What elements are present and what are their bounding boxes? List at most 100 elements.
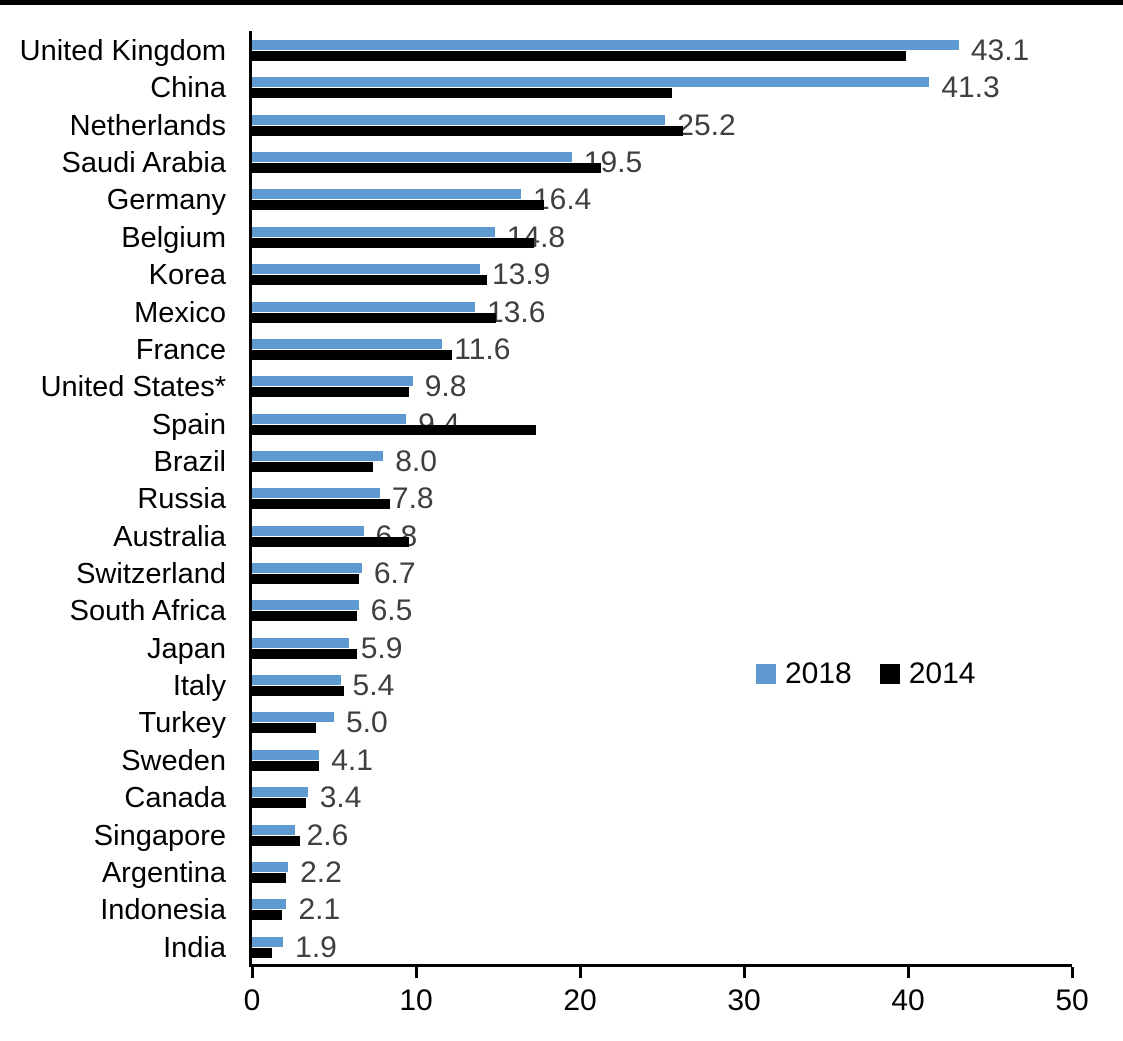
bar-row: 43.1 [252, 31, 1072, 69]
bar-row: 14.8 [252, 218, 1072, 256]
data-label: 8.0 [395, 444, 437, 478]
category-label: Netherlands [69, 109, 226, 142]
data-label: 7.8 [391, 482, 434, 516]
x-tick-mark [414, 967, 418, 978]
data-label: 19.5 [583, 146, 643, 180]
bar-row: 1.9 [252, 928, 1072, 966]
bar-2014 [252, 88, 672, 99]
bar-2018 [252, 525, 364, 536]
data-label: 6.5 [370, 594, 413, 628]
category-label: South Africa [69, 595, 226, 628]
bar-row: 5.0 [252, 703, 1072, 741]
bar-row: 9.8 [252, 367, 1072, 405]
category-label: Japan [146, 632, 226, 665]
category-label: Argentina [101, 856, 226, 889]
bar-2014 [252, 312, 497, 323]
bar-2014 [252, 760, 320, 771]
category-label: Spain [151, 408, 226, 441]
bar-row: 25.2 [252, 106, 1072, 144]
category-label: Turkey [138, 707, 226, 740]
category-label: Russia [137, 483, 226, 516]
legend-swatch-2018 [756, 664, 776, 684]
bar-2018 [252, 787, 308, 798]
category-label: Indonesia [100, 894, 226, 927]
bar-2018 [252, 861, 289, 872]
category-label: Singapore [93, 819, 226, 852]
category-label: Sweden [121, 744, 226, 777]
data-label: 25.2 [677, 108, 736, 142]
bar-2018 [252, 637, 349, 648]
category-label: Germany [106, 184, 226, 217]
bar-2018 [252, 936, 284, 947]
x-tick-label: 10 [399, 984, 433, 1017]
data-label: 41.3 [941, 71, 1000, 105]
bar-row: 2.1 [252, 890, 1072, 928]
bar-2014 [252, 872, 287, 883]
bar-2018 [252, 114, 666, 125]
bar-row: 11.6 [252, 330, 1072, 368]
bar-2018 [252, 152, 572, 163]
category-label: United Kingdom [19, 35, 226, 67]
bar-2018 [252, 413, 407, 424]
bar-row: 6.5 [252, 591, 1072, 629]
bar-2014 [252, 275, 487, 286]
data-label: 9.4 [418, 407, 460, 443]
bar-2018 [252, 899, 287, 910]
bar-2014 [252, 910, 282, 921]
category-label: Belgium [121, 221, 226, 254]
x-tick-label: 0 [243, 984, 261, 1017]
bar-2014 [252, 611, 357, 622]
bar-2014 [252, 686, 344, 697]
legend-label-2018: 2018 [785, 657, 852, 690]
category-label: India [163, 931, 226, 964]
category-label: Italy [172, 670, 226, 703]
x-tick-mark [1070, 967, 1074, 978]
bar-2014 [252, 387, 410, 398]
category-label: Canada [124, 782, 226, 815]
bar-2014 [252, 723, 316, 734]
bar-2014 [252, 536, 410, 547]
data-label: 6.7 [373, 557, 416, 591]
category-label: Brazil [153, 445, 226, 478]
data-label: 6.8 [376, 519, 418, 555]
bar-row: 5.4 [252, 666, 1072, 704]
bar-row: 6.7 [252, 554, 1072, 592]
bar-row: 7.8 [252, 479, 1072, 517]
data-label: 13.6 [487, 295, 546, 329]
bar-2014 [252, 237, 535, 248]
bar-2014 [252, 51, 907, 61]
bar-2014 [252, 424, 536, 435]
bar-2018 [252, 189, 521, 200]
category-label: Australia [113, 520, 226, 553]
x-tick-mark [250, 967, 254, 978]
bar-row: 9.4 [252, 405, 1072, 443]
bar-2014 [252, 200, 544, 211]
bar-2018 [252, 749, 320, 760]
bar-row: 3.4 [252, 778, 1072, 816]
x-axis-line [249, 964, 1072, 967]
bar-2018 [252, 675, 341, 686]
data-label: 14.8 [506, 220, 566, 254]
bar-2018 [252, 77, 930, 88]
data-label: 5.4 [352, 669, 395, 703]
x-tick-label: 50 [1055, 984, 1089, 1017]
bar-row: 16.4 [252, 180, 1072, 218]
bar-row: 8.0 [252, 442, 1072, 480]
data-label: 2.1 [298, 893, 341, 927]
bar-2018 [252, 563, 362, 574]
bar-row: 2.6 [252, 816, 1072, 854]
data-label: 2.2 [300, 855, 342, 889]
legend-swatch-2014 [879, 664, 900, 684]
category-label: Korea [148, 259, 226, 292]
bar-2014 [252, 574, 359, 585]
bar-2018 [252, 338, 443, 349]
data-label: 3.4 [319, 781, 362, 815]
data-label: 5.9 [360, 631, 403, 665]
bar-2018 [252, 301, 476, 312]
bar-row: 5.9 [252, 629, 1072, 667]
data-label: 5.0 [346, 706, 388, 740]
data-label: 4.1 [331, 743, 373, 777]
category-label: France [135, 333, 226, 366]
bar-2018 [252, 226, 495, 237]
bar-2018 [252, 376, 413, 387]
